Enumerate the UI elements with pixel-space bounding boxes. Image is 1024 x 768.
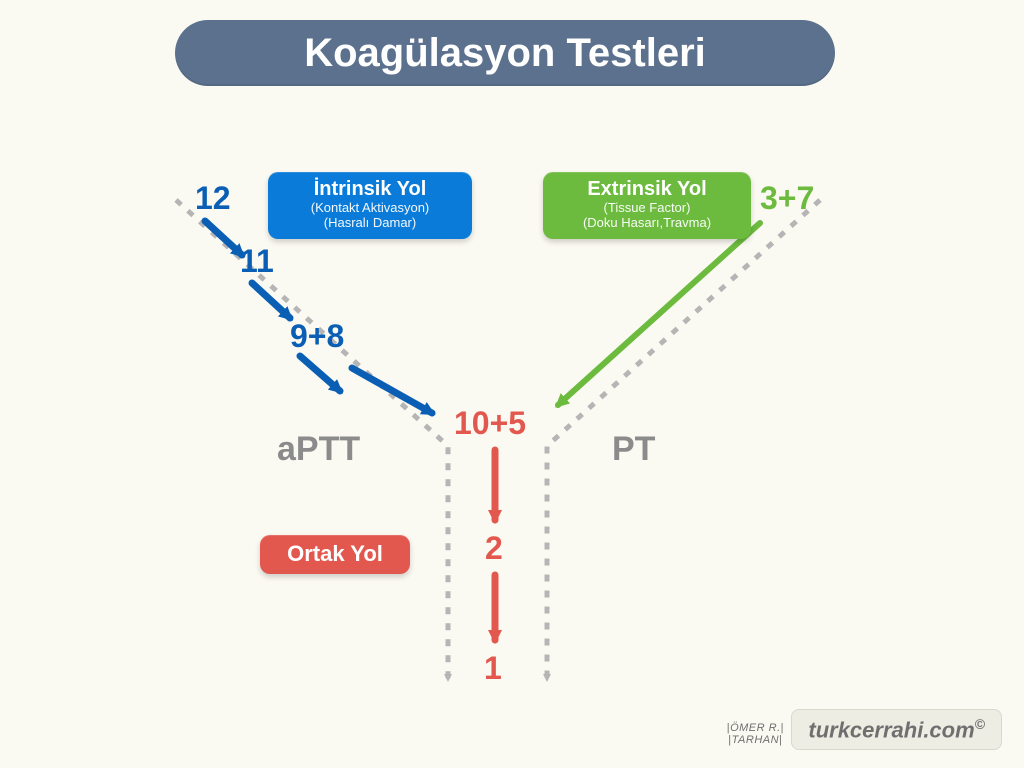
extrinsic-arrow [558,223,760,405]
label-f2: 2 [485,530,503,567]
author-line2: TARHAN [732,734,779,746]
label-f11: 11 [240,243,274,280]
author-line1: ÖMER R. [730,722,781,734]
extrinsic-sub1: (Tissue Factor) [553,201,741,216]
common-box: Ortak Yol [260,535,410,574]
intrinsic-sub1: (Kontakt Aktivasyon) [278,201,462,216]
site-badge: turkcerrahi.com© [791,709,1002,750]
author-signature: |ÖMER R.| |TARHAN| [727,722,784,746]
title-pill: Koagülasyon Testleri [175,20,835,86]
label-pt: PT [612,430,655,469]
label-aptt: aPTT [277,430,360,469]
extrinsic-title: Extrinsik Yol [553,178,741,201]
label-f1: 1 [484,650,502,687]
label-f12: 12 [195,180,231,217]
diagram-canvas: Koagülasyon Testleri İntrinsik Yol (Kont… [0,0,1024,768]
dashed-path-right [547,200,820,680]
label-f98: 9+8 [290,318,344,355]
label-f105: 10+5 [454,405,526,442]
common-title: Ortak Yol [270,541,400,566]
extrinsic-box: Extrinsik Yol (Tissue Factor) (Doku Hasa… [543,172,751,239]
intrinsic-title: İntrinsik Yol [278,178,462,201]
intrinsic-sub2: (Hasralı Damar) [278,216,462,231]
site-name: turkcerrahi.com [808,717,974,742]
copyright-icon: © [975,716,985,732]
intrinsic-box: İntrinsik Yol (Kontakt Aktivasyon) (Hasr… [268,172,472,239]
extrinsic-sub2: (Doku Hasarı,Travma) [553,216,741,231]
label-f37: 3+7 [760,180,814,217]
pathways-svg [0,0,1024,768]
page-title: Koagülasyon Testleri [304,31,706,76]
